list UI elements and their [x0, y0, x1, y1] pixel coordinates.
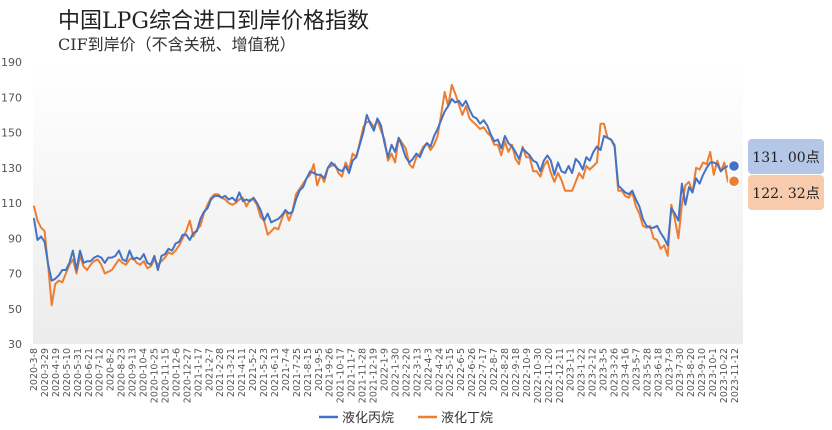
x-tick-label: 2022-10-9 — [522, 348, 533, 397]
x-tick-label: 2021-7-25 — [292, 348, 303, 397]
x-tick-label: 2021-5-23 — [259, 348, 270, 397]
x-tick-label: 2021-12-19 — [369, 348, 380, 403]
x-tick-label: 2023-8-20 — [686, 348, 697, 397]
x-tick-label: 2021-10-17 — [336, 348, 347, 403]
x-tick-label: 2022-2-20 — [401, 348, 412, 397]
x-tick-label: 2021-1-17 — [193, 348, 204, 397]
x-tick-label: 2023-10-22 — [719, 348, 730, 403]
x-tick-label: 2023-3-5 — [599, 348, 610, 391]
x-tick-label: 2022-8-7 — [489, 348, 500, 391]
x-tick-label: 2021-9-26 — [325, 348, 336, 397]
x-tick-label: 2022-3-13 — [412, 348, 423, 397]
x-tick-label: 2022-6-26 — [467, 348, 478, 397]
callout-box — [748, 175, 824, 210]
x-tick-label: 2020-5-10 — [62, 348, 73, 397]
x-tick-label: 2020-8-2 — [106, 348, 117, 391]
x-axis: 2020-3-8 2020-3-29 2020-4-19 2020-5-10 2020-… — [29, 348, 741, 403]
x-tick-label: 2021-3-21 — [226, 348, 237, 397]
legend-label: 液化丙烷 — [342, 411, 394, 426]
y-tick-label: 110 — [1, 197, 22, 210]
x-tick-label: 2023-11-12 — [730, 348, 741, 403]
chart-title: 中国LPG综合进口到岸价格指数 — [58, 9, 369, 34]
x-tick-label: 2021-4-11 — [237, 348, 248, 397]
callout-label: 122. 32点 — [752, 186, 819, 202]
callout-box — [748, 139, 824, 174]
value-callouts: 131. 00点 122. 32点 — [727, 139, 824, 210]
x-tick-label: 2023-3-26 — [610, 348, 621, 397]
x-tick-label: 2022-11-20 — [544, 348, 555, 403]
x-tick-label: 2023-10-1 — [708, 348, 719, 397]
callout-label: 131. 00点 — [752, 150, 819, 166]
x-tick-label: 2021-7-4 — [281, 348, 292, 391]
x-tick-label: 2022-4-3 — [423, 348, 434, 391]
x-tick-label: 2021-9-5 — [314, 348, 325, 391]
x-tick-label: 2021-11-28 — [358, 348, 369, 403]
legend-label: 液化丁烷 — [441, 411, 493, 426]
x-tick-label: 2020-7-12 — [95, 348, 106, 397]
x-tick-label: 2020-6-21 — [84, 348, 95, 397]
x-tick-label: 2021-5-2 — [248, 348, 259, 391]
x-tick-label: 2020-11-15 — [160, 348, 171, 403]
x-tick-label: 2022-8-28 — [500, 348, 511, 397]
x-tick-label: 2023-6-18 — [653, 348, 664, 397]
y-tick-label: 190 — [1, 56, 22, 69]
x-tick-label: 2023-1-22 — [577, 348, 588, 397]
x-tick-label: 2020-12-6 — [171, 348, 182, 397]
x-tick-label: 2023-5-7 — [631, 348, 642, 391]
y-tick-label: 170 — [1, 91, 22, 104]
x-tick-label: 2020-12-27 — [182, 348, 193, 403]
x-tick-label: 2020-10-4 — [139, 348, 150, 397]
series-line-0 — [33, 98, 736, 282]
y-tick-label: 150 — [1, 127, 22, 140]
x-tick-label: 2022-4-24 — [434, 348, 445, 397]
legend: 液化丙烷 液化丁烷 — [319, 411, 493, 426]
y-tick-label: 30 — [8, 338, 22, 351]
x-tick-label: 2023-7-30 — [675, 348, 686, 397]
x-tick-label: 2022-5-15 — [445, 348, 456, 397]
x-tick-label: 2021-2-28 — [215, 348, 226, 397]
x-tick-label: 2020-3-8 — [29, 348, 40, 391]
y-tick-label: 50 — [8, 303, 22, 316]
x-tick-label: 2021-2-7 — [204, 348, 215, 391]
x-tick-label: 2021-8-15 — [303, 348, 314, 397]
x-tick-label: 2020-3-29 — [40, 348, 51, 397]
x-tick-label: 2020-4-19 — [51, 348, 62, 397]
x-tick-label: 2021-11-7 — [347, 348, 358, 397]
x-tick-label: 2023-2-12 — [588, 348, 599, 397]
callout-dot — [727, 175, 741, 188]
x-tick-label: 2022-1-9 — [380, 348, 391, 391]
x-tick-label: 2023-4-16 — [620, 348, 631, 397]
x-tick-label: 2023-7-9 — [664, 348, 675, 391]
x-tick-label: 2023-5-28 — [642, 348, 653, 397]
x-tick-label: 2022-1-30 — [390, 348, 401, 397]
y-tick-label: 70 — [8, 268, 22, 281]
plot-area — [33, 62, 743, 344]
x-tick-label: 2020-10-25 — [149, 348, 160, 403]
x-tick-label: 2020-5-31 — [73, 348, 84, 397]
y-tick-label: 90 — [8, 232, 22, 245]
y-tick-label: 130 — [1, 162, 22, 175]
x-tick-label: 2022-10-30 — [533, 348, 544, 403]
x-tick-label: 2023-9-10 — [697, 348, 708, 397]
x-tick-label: 2022-7-17 — [478, 348, 489, 397]
x-tick-label: 2023-1-1 — [566, 348, 577, 391]
x-tick-label: 2020-8-23 — [117, 348, 128, 397]
callout-dot — [727, 159, 741, 173]
x-tick-label: 2022-12-11 — [555, 348, 566, 403]
x-tick-label: 2020-9-13 — [128, 348, 139, 397]
series-lines — [33, 83, 736, 307]
y-axis: 30 50 70 90 110 130 150 170 190 — [1, 56, 22, 351]
chart-subtitle: CIF到岸价（不含关税、增值税） — [58, 35, 296, 54]
x-tick-label: 2022-6-5 — [456, 348, 467, 391]
x-tick-label: 2022-9-18 — [511, 348, 522, 397]
x-tick-label: 2021-6-13 — [270, 348, 281, 397]
